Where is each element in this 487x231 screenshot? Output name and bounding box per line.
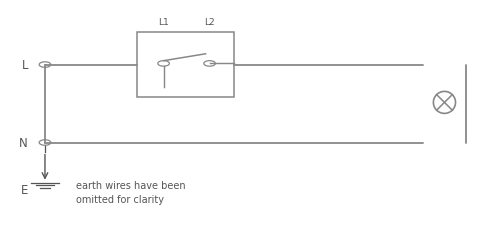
Text: N: N [19, 137, 28, 149]
Ellipse shape [433, 92, 455, 114]
Text: L: L [21, 59, 28, 72]
Text: L1: L1 [158, 18, 169, 27]
Bar [137, 33, 234, 97]
Text: earth wires have been
omitted for clarity: earth wires have been omitted for clarit… [76, 180, 186, 204]
Text: L2: L2 [204, 18, 215, 27]
Text: E: E [20, 183, 28, 196]
